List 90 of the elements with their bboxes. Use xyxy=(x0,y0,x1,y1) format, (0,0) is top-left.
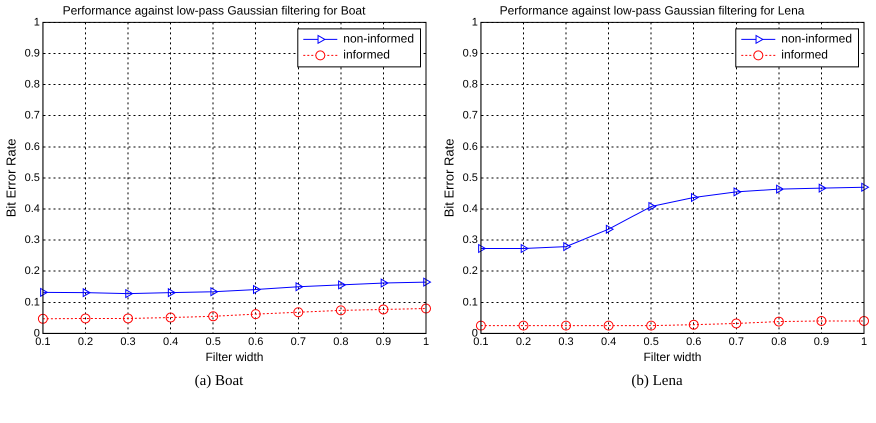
x-tick-label: 0.9 xyxy=(376,336,392,348)
y-tick-label: 0.1 xyxy=(24,296,40,308)
point xyxy=(606,224,614,234)
y-tick-label: 0.1 xyxy=(462,296,478,308)
point xyxy=(210,287,218,296)
x-tick-label: 0.4 xyxy=(600,336,616,348)
y-tick-label: 0.8 xyxy=(24,78,40,91)
y-tick-label: 0.7 xyxy=(24,110,40,122)
x-tick-label: 0.2 xyxy=(516,336,532,348)
point xyxy=(816,316,826,326)
point xyxy=(40,288,48,297)
point xyxy=(690,193,699,202)
legend-label: non-informed xyxy=(343,32,414,46)
y-tick-label: 0.5 xyxy=(24,172,40,184)
x-tick-label: 0.7 xyxy=(728,336,744,348)
x-tick-label: 0.3 xyxy=(558,336,574,348)
point xyxy=(250,309,261,320)
legend-label: informed xyxy=(781,48,828,62)
point xyxy=(82,288,90,298)
point xyxy=(80,313,90,324)
point xyxy=(688,320,699,330)
x-tick-label: 0.5 xyxy=(644,336,659,348)
point xyxy=(38,314,48,324)
point xyxy=(166,312,176,323)
x-tick-label: 0.9 xyxy=(814,336,830,348)
point xyxy=(604,320,614,331)
y-tick-label: 1 xyxy=(34,16,40,28)
point xyxy=(818,184,826,193)
x-tick-label: 1 xyxy=(860,336,868,348)
y-tick-label: 0.4 xyxy=(462,203,478,216)
y-tick-label: 0.2 xyxy=(24,265,40,278)
point xyxy=(293,307,304,318)
y-tick-label: 0.9 xyxy=(462,48,478,60)
point xyxy=(380,278,388,288)
x-tick-label: 0.8 xyxy=(771,336,787,348)
point xyxy=(123,313,134,324)
y-tick-label: 0.3 xyxy=(24,234,40,246)
point xyxy=(168,288,176,298)
point xyxy=(648,202,656,211)
y-tick-label: 0.5 xyxy=(462,172,478,184)
point xyxy=(378,304,388,314)
point xyxy=(774,316,784,327)
point xyxy=(476,320,486,331)
point xyxy=(776,184,784,194)
legend-label: informed xyxy=(343,48,390,62)
x-tick-label: 0.6 xyxy=(248,336,264,348)
x-axis-title: Filter width xyxy=(643,350,702,364)
y-tick-label: 0.4 xyxy=(24,203,40,216)
point xyxy=(478,244,486,253)
point xyxy=(734,188,742,196)
y-tick-label: 0.3 xyxy=(462,234,478,246)
point xyxy=(296,282,304,292)
text: (b) Lena xyxy=(630,373,684,390)
point xyxy=(646,320,656,331)
point xyxy=(859,316,869,326)
point xyxy=(563,242,572,252)
y-tick-label: 0.8 xyxy=(462,78,478,91)
y-axis-title: Bit Error Rate xyxy=(3,138,18,218)
chart-title: Performance against low-pass Gaussian filtering for Boat xyxy=(62,4,366,18)
point xyxy=(252,285,261,294)
y-tick-label: 0.9 xyxy=(24,48,40,60)
x-tick-label: 1 xyxy=(422,336,430,348)
point xyxy=(336,305,346,316)
x-tick-label: 0.3 xyxy=(120,336,136,348)
point xyxy=(423,278,431,286)
point xyxy=(338,280,346,290)
point xyxy=(518,320,528,331)
x-tick-label: 0.5 xyxy=(206,336,221,348)
x-tick-label: 0.2 xyxy=(78,336,94,348)
y-tick-label: 0.6 xyxy=(24,140,40,153)
x-tick-label: 0.4 xyxy=(162,336,178,348)
legend-label: non-informed xyxy=(781,32,852,46)
text: (a) Boat xyxy=(194,373,244,390)
x-axis-title: Filter width xyxy=(205,350,264,364)
y-axis-title: Bit Error Rate xyxy=(441,138,456,218)
y-tick-label: 0.2 xyxy=(462,265,478,278)
x-tick-label: 0.6 xyxy=(686,336,702,348)
point xyxy=(208,311,218,322)
point xyxy=(561,320,572,331)
x-tick-label: 0.8 xyxy=(333,336,349,348)
y-tick-label: 0.6 xyxy=(462,140,478,153)
x-tick-label: 0.7 xyxy=(290,336,306,348)
point xyxy=(731,318,742,328)
y-tick-label: 0.7 xyxy=(462,110,478,122)
point xyxy=(520,244,528,253)
point xyxy=(861,182,869,192)
point xyxy=(125,289,134,298)
point xyxy=(421,304,431,314)
chart-title: Performance against low-pass Gaussian filtering for Lena xyxy=(500,4,805,18)
y-tick-label: 1 xyxy=(472,16,478,28)
